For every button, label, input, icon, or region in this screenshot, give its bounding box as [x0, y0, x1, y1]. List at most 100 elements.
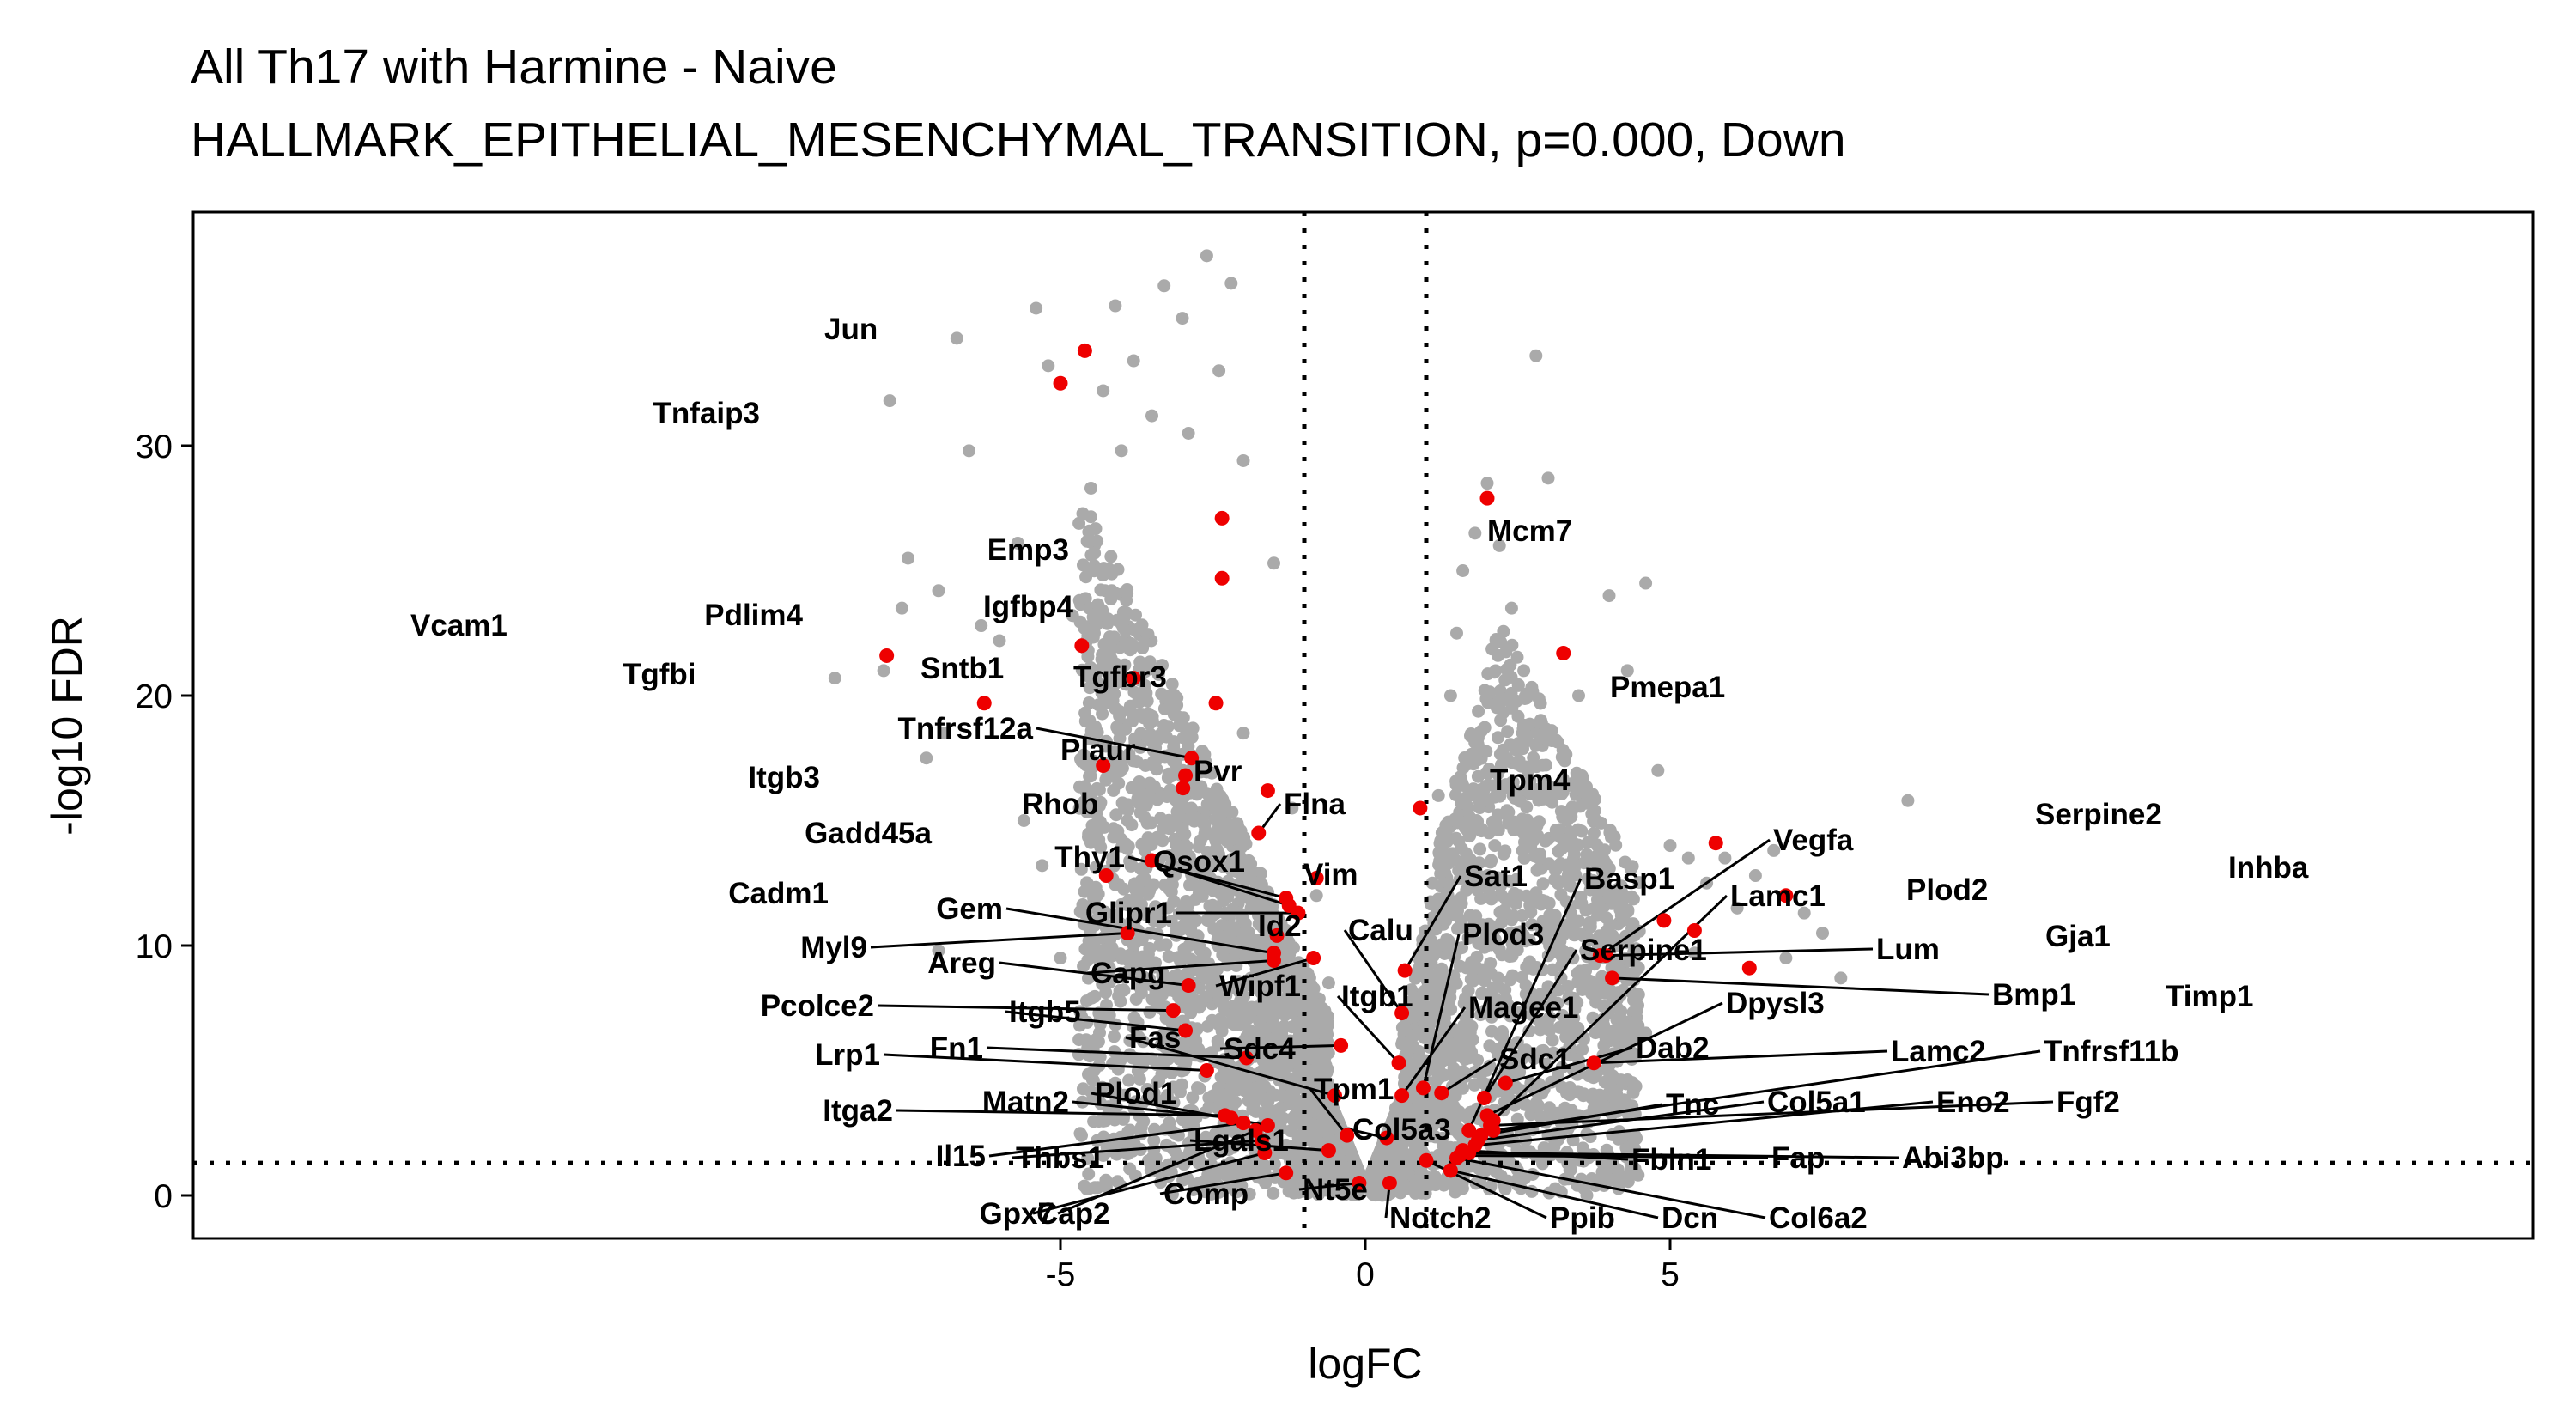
highlighted-point [1178, 768, 1194, 783]
gene-label: Glipr1 [1085, 897, 1172, 930]
background-point [1187, 1128, 1200, 1142]
background-point [1086, 611, 1100, 624]
background-point [1621, 1175, 1635, 1189]
background-point [1285, 1111, 1299, 1125]
background-point [1343, 1142, 1357, 1156]
gene-label: Fgf2 [2057, 1086, 2120, 1119]
leader-line [1149, 860, 1290, 907]
background-point [1466, 974, 1479, 988]
background-point [1236, 453, 1250, 467]
highlighted-point [1269, 927, 1285, 943]
plot-panel: Vcam1TgfbiPdlim4JunTnfaip3Emp3Igfbp4Sntb… [193, 212, 2533, 1238]
background-point [1572, 689, 1585, 702]
background-point [1087, 1115, 1101, 1128]
highlighted-point [1098, 868, 1114, 884]
background-point [1093, 1018, 1107, 1031]
x-axis: -5 0 5 [1046, 1238, 1680, 1293]
background-point [963, 444, 975, 458]
background-point [1084, 671, 1098, 684]
background-point [1153, 729, 1167, 743]
gene-label: Gadd45a [805, 817, 932, 850]
background-point [1129, 993, 1143, 1006]
highlighted-point [1413, 800, 1428, 816]
background-point [1223, 927, 1236, 941]
background-point [1475, 823, 1489, 836]
gene-label: Dab2 [1636, 1031, 1710, 1065]
gene-label: Tnfrsf11b [2044, 1035, 2179, 1068]
background-point [1115, 762, 1129, 775]
background-point [1189, 914, 1203, 927]
background-point [1627, 1016, 1641, 1030]
highlighted-point [1178, 1023, 1194, 1038]
gene-label: Plod2 [1906, 873, 1988, 907]
gene-label: Capg [1091, 957, 1166, 990]
background-point [1639, 1026, 1653, 1040]
background-point [1103, 934, 1117, 946]
background-point [1475, 987, 1489, 1000]
background-point [1586, 1011, 1600, 1025]
background-point [1583, 975, 1597, 988]
background-point [1492, 648, 1504, 662]
background-point [1457, 997, 1471, 1010]
background-point [1248, 1029, 1261, 1043]
highlighted-point [1708, 836, 1723, 851]
background-point [1324, 1157, 1337, 1171]
background-point [1131, 792, 1145, 806]
background-point [1284, 1124, 1297, 1138]
background-point [1536, 1157, 1549, 1171]
background-point [1139, 664, 1152, 678]
background-point [1533, 852, 1546, 866]
background-point [1129, 624, 1143, 637]
background-point [1151, 903, 1165, 916]
background-point [1164, 915, 1178, 928]
background-point [1194, 834, 1207, 848]
background-point [1517, 1045, 1531, 1059]
highlighted-point [1165, 1003, 1181, 1019]
background-point [1134, 1121, 1148, 1134]
background-point [1599, 856, 1613, 870]
background-point [1290, 1018, 1303, 1031]
background-point [1202, 1100, 1216, 1114]
y-tick-label: 20 [136, 678, 173, 715]
leader-line [1599, 838, 1771, 957]
background-point [1498, 673, 1512, 687]
background-point [1180, 840, 1194, 854]
background-point [1489, 633, 1503, 647]
leader-line [986, 1046, 1247, 1060]
background-point [1492, 731, 1504, 745]
leader-line [1483, 949, 1578, 1099]
highlighted-point [1686, 923, 1702, 939]
highlighted-point [1120, 925, 1135, 940]
highlighted-point [1434, 1086, 1449, 1101]
highlighted-point [1394, 1006, 1410, 1021]
background-point [1425, 876, 1439, 890]
background-point [1554, 805, 1568, 818]
background-point [1147, 1134, 1161, 1147]
background-point [1516, 819, 1529, 833]
leader-line [1005, 1010, 1186, 1032]
highlighted-point [1291, 905, 1306, 921]
gene-label: Thbs1 [1016, 1141, 1104, 1175]
background-point [1212, 1018, 1225, 1031]
highlighted-point [1352, 1175, 1367, 1190]
background-point [1108, 1030, 1121, 1043]
gene-label: Ppib [1550, 1201, 1615, 1235]
background-point [1506, 1061, 1520, 1074]
gene-label: Igfbp4 [983, 590, 1074, 623]
background-point [1589, 856, 1603, 870]
background-point [1315, 1109, 1328, 1122]
highlighted-point [1391, 1055, 1406, 1071]
background-point [1496, 1025, 1510, 1038]
background-point [1186, 1091, 1200, 1104]
highlighted-point [1741, 960, 1757, 976]
background-point [1491, 808, 1504, 822]
background-point [1546, 1047, 1559, 1061]
background-point [1614, 1073, 1628, 1087]
background-point [1218, 949, 1230, 963]
background-point [1225, 806, 1239, 819]
background-point [1541, 471, 1555, 485]
gene-label: Inhba [2228, 851, 2309, 885]
background-point [1097, 608, 1109, 622]
background-point [1584, 788, 1598, 802]
